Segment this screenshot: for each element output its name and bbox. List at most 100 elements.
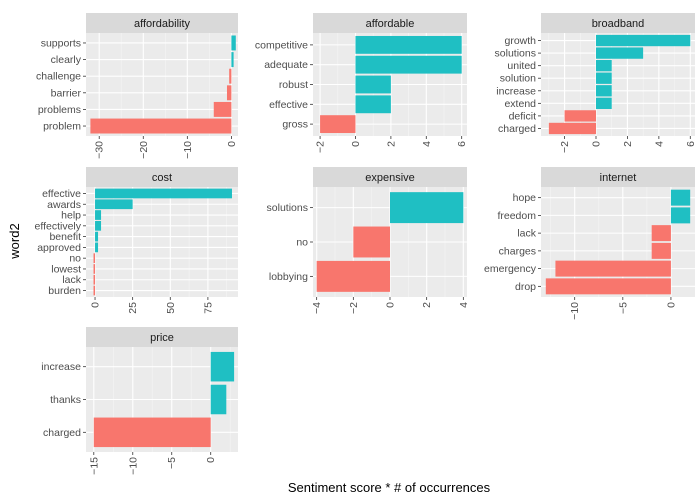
y-tick-label: charged bbox=[498, 123, 536, 135]
y-tick-label: increase bbox=[496, 85, 536, 97]
y-tick-label: effective bbox=[42, 188, 81, 200]
bar bbox=[545, 278, 671, 295]
bar bbox=[596, 60, 612, 72]
x-tick-label: −10 bbox=[127, 457, 139, 475]
bar bbox=[226, 85, 232, 101]
y-tick-label: hope bbox=[513, 192, 537, 204]
bar bbox=[596, 85, 612, 97]
bar bbox=[651, 242, 671, 259]
x-tick-label: −2 bbox=[559, 141, 571, 153]
x-tick-label: −5 bbox=[617, 302, 629, 314]
y-tick-label: burden bbox=[48, 285, 81, 297]
bar bbox=[95, 242, 99, 253]
bar bbox=[95, 199, 133, 210]
facet-strip bbox=[313, 13, 467, 33]
y-tick-label: united bbox=[507, 60, 536, 72]
y-tick-label: drop bbox=[515, 281, 536, 293]
facet-strip bbox=[86, 167, 238, 187]
x-axis-title: Sentiment score * # of occurrences bbox=[288, 480, 491, 495]
bar bbox=[555, 260, 671, 277]
y-tick-label: benefit bbox=[49, 231, 81, 243]
facet-title: affordable bbox=[366, 18, 415, 30]
facet-title: internet bbox=[600, 172, 637, 184]
bar bbox=[353, 226, 390, 258]
x-tick-label: 50 bbox=[165, 302, 177, 314]
bar bbox=[316, 260, 390, 292]
x-tick-label: 0 bbox=[350, 141, 362, 147]
bar bbox=[90, 118, 232, 134]
x-tick-label: 6 bbox=[456, 141, 468, 147]
bar bbox=[651, 225, 671, 242]
y-tick-label: awards bbox=[47, 199, 81, 211]
y-tick-label: challenge bbox=[36, 71, 81, 83]
x-tick-label: 2 bbox=[622, 141, 634, 147]
bar bbox=[93, 274, 96, 285]
y-tick-label: approved bbox=[37, 242, 81, 254]
facet-strip bbox=[541, 13, 695, 33]
y-tick-label: increase bbox=[41, 361, 81, 373]
bar bbox=[596, 72, 612, 84]
y-tick-label: barrier bbox=[51, 87, 82, 99]
x-tick-label: 0 bbox=[90, 302, 102, 308]
bar bbox=[355, 55, 462, 74]
bar bbox=[670, 207, 691, 224]
y-tick-label: growth bbox=[504, 35, 536, 47]
facet-strip bbox=[313, 167, 467, 187]
facet-title: broadband bbox=[592, 18, 645, 30]
y-tick-label: help bbox=[61, 210, 81, 222]
bar bbox=[231, 52, 234, 68]
y-tick-label: lack bbox=[62, 274, 81, 286]
x-tick-label: −5 bbox=[166, 457, 178, 469]
bar bbox=[213, 101, 232, 117]
y-tick-label: effectively bbox=[35, 220, 82, 232]
x-tick-label: 0 bbox=[205, 457, 217, 463]
x-tick-label: −30 bbox=[94, 141, 106, 159]
bar bbox=[670, 189, 691, 206]
bar bbox=[229, 68, 232, 84]
x-tick-label: −15 bbox=[88, 457, 100, 475]
bar bbox=[210, 351, 235, 382]
bar bbox=[93, 264, 96, 274]
y-tick-label: problems bbox=[38, 104, 81, 116]
bar bbox=[564, 110, 596, 122]
facet-strip bbox=[86, 13, 238, 33]
x-tick-label: 0 bbox=[226, 141, 238, 147]
y-tick-label: gross bbox=[282, 119, 308, 131]
bar bbox=[355, 35, 462, 54]
facet-title: price bbox=[150, 332, 174, 344]
y-tick-label: lobbying bbox=[269, 271, 308, 283]
x-tick-label: 2 bbox=[385, 141, 397, 147]
y-tick-label: lowest bbox=[51, 263, 81, 275]
x-tick-label: 25 bbox=[127, 302, 139, 314]
bar bbox=[355, 95, 391, 114]
bar bbox=[596, 97, 612, 109]
x-tick-label: −4 bbox=[311, 302, 323, 314]
facet-strip bbox=[86, 327, 238, 347]
y-tick-label: robust bbox=[279, 79, 308, 91]
bar bbox=[95, 231, 99, 242]
bar bbox=[93, 285, 96, 296]
y-tick-label: solutions bbox=[495, 48, 536, 60]
bar bbox=[210, 384, 227, 415]
x-tick-label: 4 bbox=[458, 302, 470, 308]
x-tick-label: −10 bbox=[569, 302, 581, 320]
x-tick-label: 4 bbox=[653, 141, 665, 147]
bar bbox=[95, 210, 102, 220]
x-tick-label: −2 bbox=[315, 141, 327, 153]
bar bbox=[548, 122, 596, 135]
x-tick-label: −2 bbox=[348, 302, 360, 314]
y-tick-label: problem bbox=[43, 121, 81, 133]
bar bbox=[93, 417, 211, 448]
bar bbox=[95, 220, 102, 231]
y-tick-label: solution bbox=[500, 73, 536, 85]
bar bbox=[390, 192, 464, 224]
bar bbox=[231, 35, 236, 51]
bar bbox=[596, 34, 691, 47]
bar bbox=[320, 115, 356, 134]
y-tick-label: clearly bbox=[51, 54, 82, 66]
y-tick-label: no bbox=[296, 237, 308, 249]
x-tick-label: 0 bbox=[385, 302, 397, 308]
x-tick-label: 4 bbox=[421, 141, 433, 147]
x-tick-label: 0 bbox=[665, 302, 677, 308]
